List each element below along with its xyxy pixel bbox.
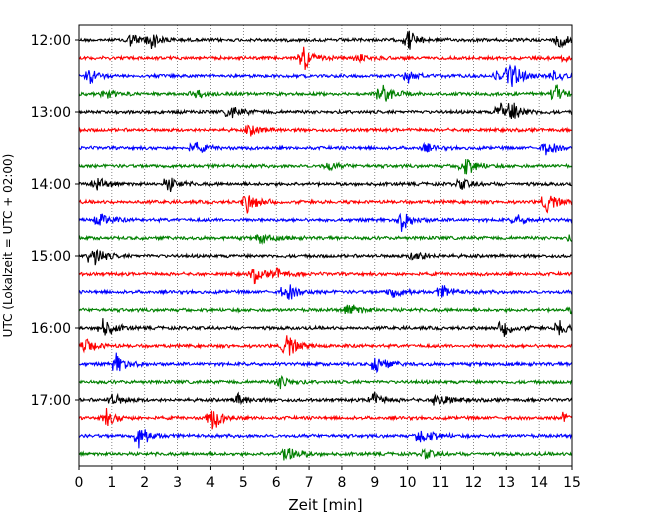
seismic-trace-1315 bbox=[78, 124, 573, 137]
y-tick-label: 15:00 bbox=[31, 249, 71, 265]
x-tick-label: 14 bbox=[530, 475, 548, 491]
seismic-trace-1515 bbox=[78, 267, 573, 285]
seismic-trace-1415 bbox=[78, 195, 573, 214]
trace-group bbox=[78, 30, 573, 461]
seismic-trace-1230 bbox=[78, 63, 573, 87]
seismic-trace-1445 bbox=[78, 233, 573, 246]
y-tick-label: 13:00 bbox=[31, 105, 71, 121]
seismic-trace-1215 bbox=[78, 46, 573, 70]
x-axis-label: Zeit [min] bbox=[288, 496, 362, 514]
y-tick-label: 16:00 bbox=[31, 321, 71, 337]
seismic-trace-1745 bbox=[78, 447, 573, 461]
x-axis: 0 1 2 3 4 5 6 7 8 9 10 11 12 13 14 15 bbox=[75, 466, 581, 491]
seismic-trace-1345 bbox=[78, 159, 573, 175]
x-tick-label: 6 bbox=[272, 475, 281, 491]
plot-frame bbox=[78, 24, 573, 467]
seismic-trace-1430 bbox=[78, 212, 573, 232]
y-axis-label: UTC (Lokalzeit = UTC + 02:00) bbox=[1, 154, 15, 338]
x-tick-label: 10 bbox=[399, 475, 417, 491]
seismic-trace-1545 bbox=[78, 304, 573, 315]
seismic-trace-1645 bbox=[78, 374, 573, 390]
seismic-trace-1200 bbox=[78, 30, 573, 50]
y-tick-label: 14:00 bbox=[31, 177, 71, 193]
seismic-trace-1530 bbox=[78, 284, 573, 300]
y-axis: 12:00 13:00 14:00 15:00 16:00 17:00 bbox=[31, 33, 79, 409]
x-tick-label: 2 bbox=[140, 475, 149, 491]
x-tick-label: 9 bbox=[370, 475, 379, 491]
x-tick-label: 13 bbox=[497, 475, 515, 491]
seismic-trace-1615 bbox=[78, 335, 572, 356]
x-tick-label: 7 bbox=[305, 475, 314, 491]
seismic-trace-1715 bbox=[78, 407, 573, 430]
y-tick-label: 12:00 bbox=[31, 33, 71, 49]
seismic-trace-1500 bbox=[78, 248, 573, 266]
seismic-trace-1730 bbox=[78, 429, 573, 449]
x-tick-label: 12 bbox=[464, 475, 482, 491]
x-tick-label: 15 bbox=[563, 475, 581, 491]
seismic-trace-1245 bbox=[78, 84, 573, 102]
x-tick-label: 4 bbox=[206, 475, 215, 491]
x-tick-label: 11 bbox=[432, 475, 450, 491]
x-tick-label: 8 bbox=[337, 475, 346, 491]
seismic-trace-1300 bbox=[78, 102, 573, 120]
x-tick-label: 0 bbox=[75, 475, 84, 491]
x-tick-label: 1 bbox=[107, 475, 116, 491]
seismic-trace-1330 bbox=[78, 141, 573, 156]
seismic-trace-1630 bbox=[78, 352, 573, 374]
x-tick-label: 5 bbox=[239, 475, 248, 491]
seismic-trace-1600 bbox=[78, 318, 573, 337]
seismic-trace-1400 bbox=[78, 177, 573, 193]
x-tick-label: 3 bbox=[173, 475, 182, 491]
seismic-trace-1700 bbox=[78, 391, 573, 406]
y-tick-label: 17:00 bbox=[31, 393, 71, 409]
